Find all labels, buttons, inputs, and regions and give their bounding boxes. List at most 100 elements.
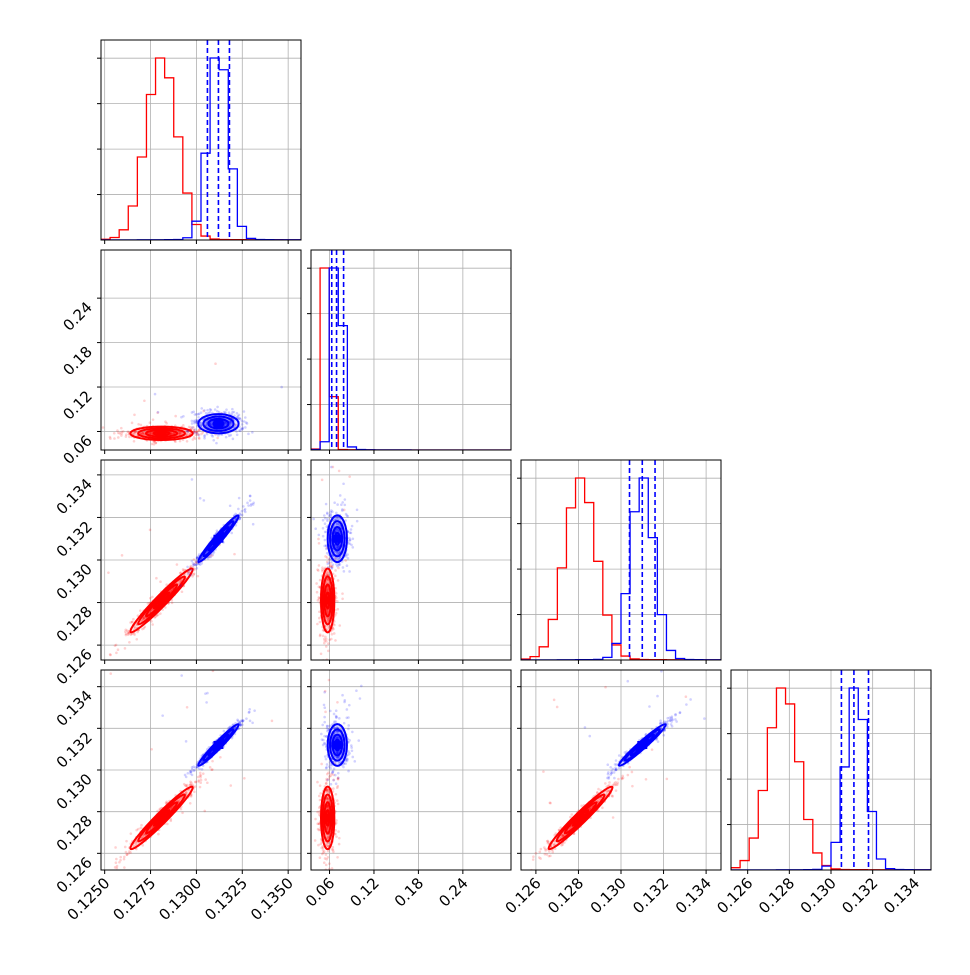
scatter-point (325, 734, 328, 738)
scatter-point (329, 510, 333, 514)
scatter-point (346, 557, 350, 560)
scatter-point (179, 579, 183, 582)
scatter-point (338, 550, 342, 553)
x-tick-label: 0.1325 (201, 874, 251, 924)
y-tick-label: 0.24 (59, 298, 95, 334)
scatter-point (331, 770, 335, 773)
scatter-point (193, 431, 196, 434)
scatter-point (319, 652, 323, 656)
scatter-point (142, 432, 145, 435)
scatter-point (539, 847, 543, 851)
scatter-point (321, 852, 324, 856)
scatter-point (604, 685, 607, 689)
scatter-point (542, 770, 545, 773)
scatter-point (543, 846, 546, 849)
scatter-point (341, 592, 344, 595)
scatter-point (337, 566, 340, 570)
scatter-point (674, 712, 677, 716)
scatter-point (621, 774, 625, 778)
scatter-point (324, 635, 327, 639)
scatter-point (332, 712, 336, 716)
scatter-point (329, 509, 333, 512)
scatter-point (238, 721, 242, 724)
scatter-point (211, 553, 215, 556)
scatter-point (631, 784, 634, 788)
scatter-point (140, 432, 144, 436)
scatter-point (321, 569, 324, 573)
scatter-point (326, 573, 330, 576)
scatter-point (325, 551, 329, 555)
scatter-point (316, 568, 319, 571)
scatter-point (606, 791, 609, 794)
scatter-point (588, 807, 592, 810)
scatter-point (608, 781, 611, 784)
scatter-point (326, 517, 329, 521)
scatter-point (120, 432, 123, 435)
scatter-point (128, 435, 131, 439)
scatter-point (322, 641, 326, 645)
scatter-point (336, 700, 339, 704)
scatter-point (199, 421, 202, 425)
scatter-point (543, 852, 547, 856)
scatter-point (127, 418, 130, 421)
scatter-point (150, 432, 154, 435)
scatter-point (196, 574, 200, 578)
scatter-point (198, 771, 202, 775)
scatter-point (156, 613, 160, 617)
density-peak-blue (332, 534, 343, 543)
scatter-point (181, 424, 185, 427)
scatter-point (186, 565, 189, 569)
scatter-point (125, 853, 129, 857)
scatter-point (333, 720, 336, 724)
scatter-point (671, 718, 675, 722)
scatter-point (335, 799, 339, 802)
scatter-point (116, 648, 120, 652)
scatter-point (124, 628, 128, 632)
scatter-point (325, 573, 329, 577)
scatter-point (254, 371, 257, 374)
scatter-point (327, 777, 330, 781)
scatter-point (124, 630, 127, 634)
scatter-point (326, 609, 330, 613)
scatter-point (108, 435, 112, 439)
scatter-point (326, 619, 330, 622)
scatter-point (200, 562, 204, 565)
scatter-point (244, 426, 247, 429)
scatter-point (120, 554, 124, 557)
scatter-point (350, 746, 353, 749)
scatter-point (326, 844, 330, 848)
x-tick-label: 0.128 (544, 874, 587, 917)
scatter-point (193, 420, 196, 424)
scatter-point (326, 797, 330, 800)
scatter-point (156, 411, 159, 415)
scatter-point (192, 429, 196, 432)
scatter-point (337, 761, 341, 765)
scatter-point (130, 620, 134, 624)
scatter-point (222, 729, 226, 733)
scatter-point (334, 821, 338, 825)
scatter-point (165, 421, 168, 425)
scatter-point (119, 858, 122, 862)
scatter-point (348, 538, 352, 542)
x-tick-label: 0.132 (629, 874, 672, 917)
scatter-point (322, 738, 325, 742)
scatter-point (189, 772, 192, 775)
scatter-point (187, 425, 191, 429)
scatter-point (166, 822, 169, 826)
scatter-point (328, 791, 331, 794)
scatter-point (170, 432, 174, 436)
scatter-point (678, 711, 682, 715)
scatter-point (241, 720, 244, 723)
scatter-point (127, 430, 130, 434)
scatter-point (169, 819, 173, 823)
scatter-point (628, 765, 631, 769)
scatter-point (325, 547, 328, 551)
scatter-point (345, 564, 349, 568)
scatter-point (120, 434, 123, 437)
scatter-point (332, 778, 335, 782)
scatter-point (335, 751, 339, 755)
scatter-point (245, 422, 249, 425)
scatter-point (195, 419, 199, 423)
scatter-point (217, 410, 221, 414)
scatter-point (194, 780, 197, 784)
